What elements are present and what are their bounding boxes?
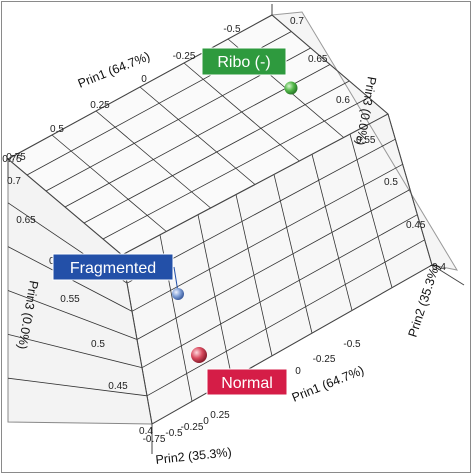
label-ribo: Ribo (-)	[201, 47, 287, 76]
prin1-bottom-title: Prin1 (64.7%)	[290, 363, 366, 405]
data-points	[172, 81, 298, 363]
prin3-left-tick: 0.65	[16, 215, 36, 226]
grid-line	[7, 290, 138, 340]
grid-line	[7, 333, 143, 369]
prin1-tick: -0.25	[173, 51, 196, 62]
prin3-right-tick: 0.6	[336, 95, 350, 106]
prin3-left-tick: 0.55	[60, 294, 80, 305]
prin2-bottom-tick: 0.25	[210, 410, 230, 421]
prin3-right-tick: 0.45	[406, 220, 426, 231]
label-fragmented-text: Fragmented	[70, 260, 156, 277]
prin3-left-tick: 0.45	[108, 381, 128, 392]
prin1-lower-tick: 0	[295, 366, 301, 377]
prin1-tick: 0.5	[50, 124, 64, 135]
label-normal: Normal	[206, 368, 288, 396]
point-ribo[interactable]	[284, 81, 298, 95]
grid-line	[102, 97, 369, 240]
grid-line	[83, 80, 350, 224]
prin3-left-tick: 0.4	[139, 426, 153, 437]
prin1-tick: 0.25	[90, 100, 110, 111]
prin1-tick: 0	[141, 74, 147, 85]
grid-line	[146, 239, 425, 397]
prin2-bottom-tick: -0.25	[181, 422, 204, 433]
point-fragmented[interactable]	[172, 288, 184, 300]
grid-line	[136, 189, 411, 340]
point-normal[interactable]	[191, 347, 207, 363]
box-edges	[7, 4, 465, 454]
prin1-lower-tick: -0.25	[313, 354, 336, 365]
prin1-lower-tick: -0.5	[343, 339, 361, 350]
prin2-bottom-title: Prin2 (35.3%)	[155, 445, 232, 467]
label-normal-text: Normal	[221, 375, 273, 392]
prin2-bottom-tick: -0.75	[143, 434, 166, 445]
prin1-tick: 0.75	[6, 152, 26, 163]
prin3-right-tick: 0.4	[432, 262, 446, 273]
prin1-tick: -0.5	[223, 24, 241, 35]
box-walls	[7, 11, 459, 425]
label-normal-box	[206, 368, 288, 396]
label-fragmented-box	[52, 253, 174, 281]
label-fragmented: Fragmented	[52, 253, 174, 281]
tick-labels: -0.5-0.2500.250.50.75-0.5-0.2500.70.650.…	[2, 16, 446, 445]
label-ribo-text: Ribo (-)	[217, 54, 270, 71]
prin3-right-tick: 0.5	[384, 177, 398, 188]
prin3-left-tick: 0.7	[7, 176, 21, 187]
grid-line	[7, 377, 148, 397]
prin3-right-tick: 0.55	[356, 135, 376, 146]
prin2-bottom-tick: 0	[203, 416, 209, 427]
label-ribo-box	[201, 47, 287, 76]
prin3-left-tick: 0.5	[91, 339, 105, 350]
prin3-right-tick: 0.7	[290, 16, 304, 27]
prin2-bottom-tick: -0.5	[165, 428, 183, 439]
prin3-right-tick: 0.65	[308, 54, 328, 65]
prin3-left-tick: 0.75	[2, 154, 22, 165]
grid-line	[141, 214, 418, 369]
